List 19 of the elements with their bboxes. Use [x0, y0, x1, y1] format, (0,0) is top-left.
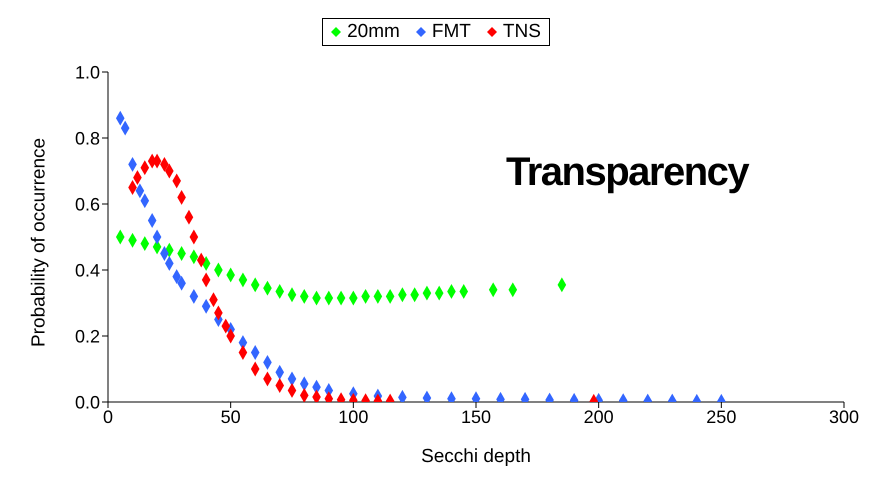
- x-tick-label: 0: [102, 406, 114, 427]
- y-tick-label: 0.6: [74, 194, 100, 214]
- legend-label: TNS: [502, 21, 541, 43]
- x-tick-label: 150: [460, 406, 492, 427]
- x-tick-label: 100: [338, 406, 368, 427]
- y-axis-title: Probability of occurrence: [28, 138, 50, 347]
- y-tick-label: 0.2: [74, 326, 100, 346]
- x-tick-label: 300: [828, 406, 860, 427]
- x-tick-label: 250: [706, 406, 736, 427]
- y-tick-label: 1.0: [74, 62, 100, 82]
- y-tick-label: 0.4: [74, 260, 100, 280]
- legend-label: 20mm: [346, 21, 400, 43]
- y-tick-label: 0.0: [74, 392, 100, 412]
- x-tick-label: 200: [584, 406, 614, 427]
- y-tick-label: 0.8: [74, 128, 100, 148]
- legend-label: FMT: [430, 21, 471, 43]
- x-tick-label: 50: [220, 406, 241, 427]
- x-axis-title: Secchi depth: [421, 446, 531, 467]
- annotation: Transparency: [506, 150, 748, 195]
